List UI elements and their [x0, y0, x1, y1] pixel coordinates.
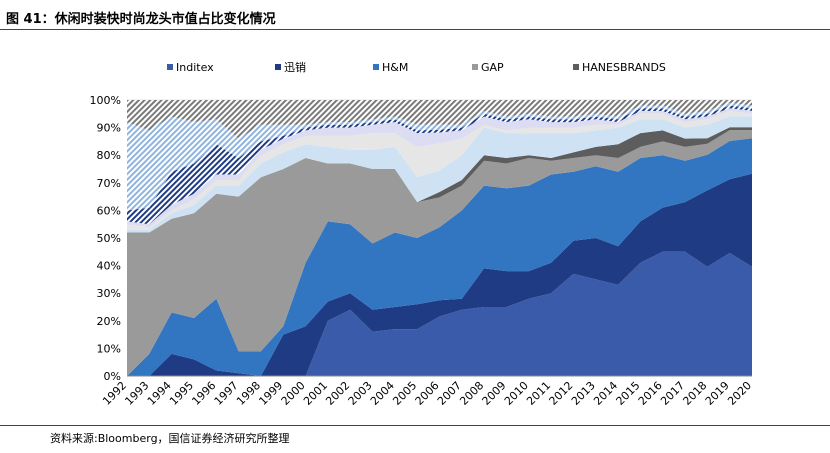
y-tick-label: 50% — [97, 232, 121, 245]
y-tick-label: 100% — [90, 94, 121, 107]
x-tick-label: 1997 — [212, 379, 241, 408]
x-tick-label: 2002 — [323, 379, 352, 408]
x-tick-label: 2006 — [413, 379, 442, 408]
area-inditex — [127, 251, 752, 376]
legend-swatch — [472, 64, 478, 70]
x-tick-label: 2015 — [614, 379, 643, 408]
x-tick-label: 2007 — [435, 379, 464, 408]
x-tick-label: 2014 — [591, 379, 620, 408]
x-tick-label: 1993 — [122, 379, 151, 408]
x-axis: 1992199319941995199619971998199920002001… — [100, 379, 754, 408]
area-other-light-gray — [127, 110, 752, 230]
footer-rule — [0, 425, 830, 426]
legend: Inditex 迅销 H&M GAP HANESBRANDS — [167, 60, 666, 74]
legend-swatch — [373, 64, 379, 70]
x-tick-label: 2012 — [547, 379, 576, 408]
x-tick-label: 2011 — [524, 379, 553, 408]
x-tick-label: 2005 — [390, 379, 419, 408]
area-h-m — [127, 138, 752, 376]
x-tick-label: 2009 — [480, 379, 509, 408]
area-other-lavender — [127, 108, 752, 227]
x-tick-label: 1999 — [256, 379, 285, 408]
source-note: 资料来源:Bloomberg，国信证券经济研究所整理 — [50, 432, 290, 445]
x-tick-label: 2016 — [636, 379, 665, 408]
area-other-light-blue — [127, 116, 752, 233]
x-tick-label: 2020 — [725, 379, 754, 408]
x-tick-label: 2001 — [301, 379, 330, 408]
legend-swatch — [167, 64, 173, 70]
legend-label: HANESBRANDS — [582, 61, 666, 74]
legend-swatch — [275, 64, 281, 70]
x-tick-label: 1992 — [100, 379, 129, 408]
legend-swatch — [573, 64, 579, 70]
title-rule — [0, 29, 830, 30]
area-gap — [127, 130, 752, 376]
y-tick-label: 90% — [97, 122, 121, 135]
x-tick-label: 2003 — [346, 379, 375, 408]
x-tick-label: 2013 — [569, 379, 598, 408]
series-areas — [127, 100, 752, 376]
x-tick-label: 1998 — [234, 379, 263, 408]
y-tick-label: 30% — [97, 287, 121, 300]
x-tick-label: 2018 — [680, 379, 709, 408]
legend-label: 迅销 — [284, 60, 306, 74]
x-tick-label: 2004 — [368, 379, 397, 408]
area-- — [127, 173, 752, 376]
area-other-navy-hatch — [127, 105, 752, 225]
legend-label: H&M — [382, 61, 408, 74]
y-tick-label: 80% — [97, 149, 121, 162]
y-tick-label: 60% — [97, 204, 121, 217]
x-tick-label: 2010 — [502, 379, 531, 408]
area-hanesbrands — [127, 127, 752, 233]
x-tick-label: 1994 — [145, 379, 174, 408]
x-tick-label: 1996 — [189, 379, 218, 408]
figure-title: 图 41：休闲时装快时尚龙头市值占比变化情况 — [6, 12, 276, 27]
y-tick-label: 10% — [97, 342, 121, 355]
y-tick-label: 40% — [97, 260, 121, 273]
legend-label: GAP — [481, 61, 504, 74]
x-tick-label: 2019 — [703, 379, 732, 408]
area-other-gray-hatch — [127, 100, 752, 139]
x-tick-label: 1995 — [167, 379, 196, 408]
y-tick-label: 70% — [97, 177, 121, 190]
x-tick-label: 2000 — [279, 379, 308, 408]
x-tick-label: 2017 — [658, 379, 687, 408]
legend-label: Inditex — [176, 61, 214, 74]
y-tick-label: 0% — [104, 370, 121, 383]
area-other-lightblue-hatch — [127, 102, 752, 211]
x-tick-label: 2008 — [457, 379, 486, 408]
y-tick-label: 20% — [97, 315, 121, 328]
y-axis: 0% 10% 20% 30% 40% 50% 60% 70% 80% 90% 100% — [90, 94, 752, 383]
